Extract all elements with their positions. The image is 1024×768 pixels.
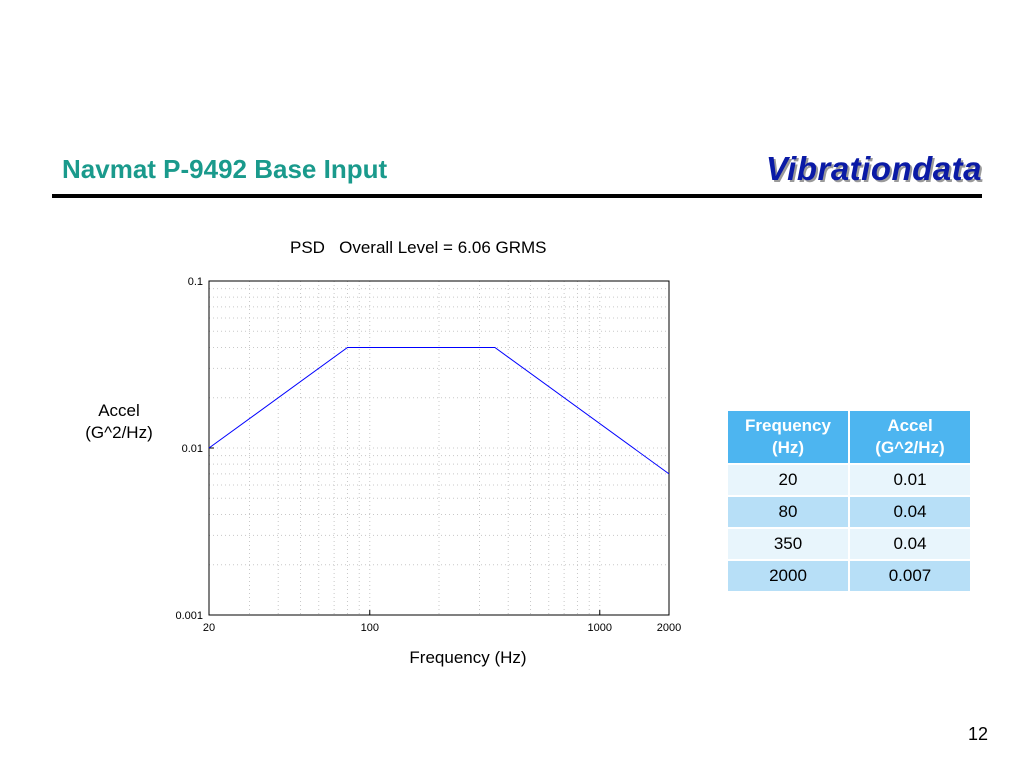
cell-frequency: 2000 — [726, 559, 850, 593]
y-axis-label: Accel (G^2/Hz) — [64, 400, 174, 444]
psd-breakpoint-table: Frequency (Hz) Accel (G^2/Hz) 20 0.01 80… — [726, 409, 972, 593]
header-accel: Accel (G^2/Hz) — [848, 409, 972, 465]
axis-ticks: 20 100 1000 2000 0.001 0.01 0.1 — [175, 276, 681, 634]
table-row: 2000 0.007 — [726, 559, 972, 593]
x-axis-label: Frequency (Hz) — [409, 648, 527, 667]
vibrationdata-logo: Vibrationdata — [765, 150, 982, 187]
y-axis-label-line-1: Accel — [98, 401, 140, 420]
cell-accel: 0.01 — [848, 463, 972, 497]
y-tick-label: 0.01 — [182, 443, 203, 455]
header-accel-line-1: Accel — [887, 416, 933, 435]
cell-frequency: 80 — [726, 495, 850, 529]
x-tick-label: 2000 — [657, 622, 681, 634]
cell-accel: 0.04 — [848, 527, 972, 561]
table-row: 80 0.04 — [726, 495, 972, 529]
chart-title: PSD Overall Level = 6.06 GRMS — [290, 238, 547, 257]
table-row: 350 0.04 — [726, 527, 972, 561]
y-tick-label: 0.1 — [188, 276, 203, 288]
cell-frequency: 20 — [726, 463, 850, 497]
chart-grid — [209, 281, 669, 615]
header-frequency: Frequency (Hz) — [726, 409, 850, 465]
y-tick-label: 0.001 — [175, 610, 203, 622]
page-number: 12 — [967, 724, 988, 744]
y-axis-label-line-2: (G^2/Hz) — [85, 423, 153, 442]
psd-series-line — [208, 346, 670, 475]
x-tick-label: 1000 — [588, 622, 612, 634]
table-row: 20 0.01 — [726, 463, 972, 497]
header-frequency-line-1: Frequency — [745, 416, 831, 435]
table-header-row: Frequency (Hz) Accel (G^2/Hz) — [726, 409, 972, 465]
header-frequency-line-2: (Hz) — [771, 438, 805, 457]
x-tick-label: 100 — [361, 622, 379, 634]
x-tick-label: 20 — [203, 622, 215, 634]
slide-title: Navmat P-9492 Base Input — [62, 154, 388, 184]
title-divider — [52, 194, 982, 198]
cell-frequency: 350 — [726, 527, 850, 561]
header-accel-line-2: (G^2/Hz) — [875, 438, 945, 457]
cell-accel: 0.007 — [848, 559, 972, 593]
series-layer — [208, 346, 670, 475]
cell-accel: 0.04 — [848, 495, 972, 529]
